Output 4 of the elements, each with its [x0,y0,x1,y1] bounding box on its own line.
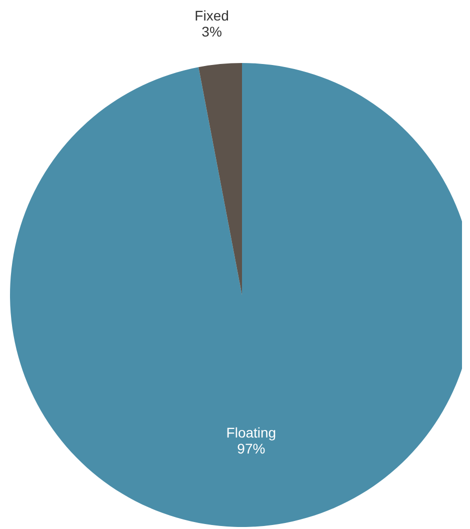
data-label: 97% [237,440,266,456]
slice-label: Floating [226,424,276,440]
data-label: 3% [202,23,222,40]
slice-label: Fixed [194,7,229,24]
